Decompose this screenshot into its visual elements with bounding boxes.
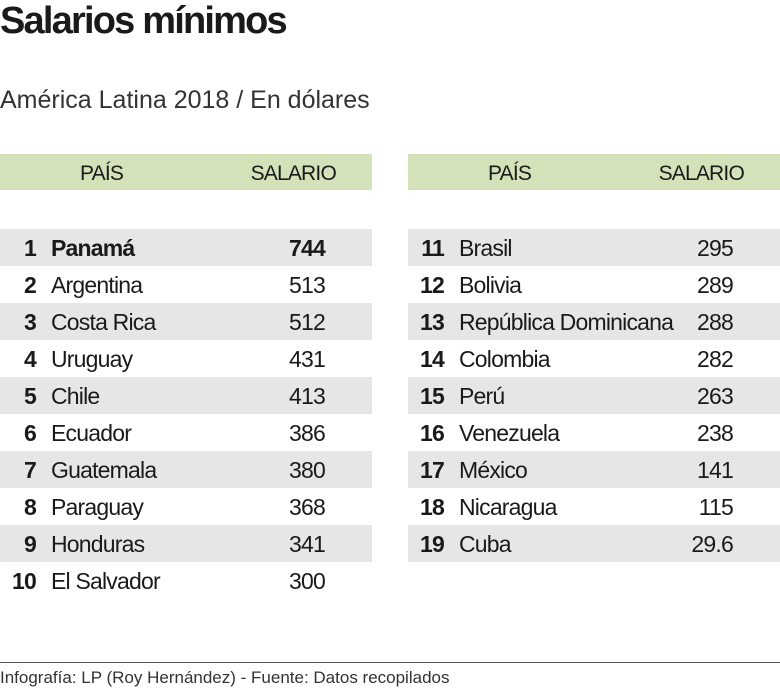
- table-row: 7 Guatemala 380: [0, 451, 372, 488]
- footer-credit: Infografía: LP (Roy Hernández) - Fuente:…: [0, 668, 450, 687]
- cell-rank: 11: [421, 235, 445, 261]
- cell-rank: 14: [420, 346, 445, 372]
- table-row: 12 Bolivia 289: [408, 266, 780, 303]
- table-row: 18 Nicaragua 115: [408, 488, 780, 525]
- cell-rank: 4: [24, 346, 37, 372]
- cell-salary: 115: [698, 494, 734, 520]
- cell-salary: 386: [289, 420, 326, 446]
- footer-divider: [0, 662, 780, 663]
- cell-country: República Dominicana: [459, 309, 674, 335]
- cell-rank: 17: [420, 457, 445, 483]
- table-body: 11 Brasil 295 12 Bolivia 289 13 República Domin…: [408, 229, 780, 562]
- cell-rank: 5: [24, 383, 37, 409]
- table-body: 1 Panamá 744 2 Argentina 513 3 Costa Rica 512 4 Ur…: [0, 229, 372, 599]
- cell-country: Chile: [51, 383, 100, 409]
- table-row: 4 Uruguay 431: [0, 340, 372, 377]
- header-salary: SALARIO: [250, 162, 337, 185]
- cell-rank: 7: [24, 457, 37, 483]
- cell-salary: 288: [697, 309, 734, 335]
- table-row: 17 México 141: [408, 451, 780, 488]
- cell-country: Honduras: [51, 531, 145, 557]
- cell-country: Uruguay: [51, 346, 133, 372]
- cell-rank: 6: [24, 420, 37, 446]
- cell-country: Panamá: [51, 235, 135, 261]
- cell-salary: 289: [697, 272, 734, 298]
- cell-salary: 300: [289, 568, 326, 594]
- cell-salary: 512: [289, 309, 326, 335]
- cell-country: Costa Rica: [51, 309, 156, 335]
- cell-country: El Salvador: [51, 568, 161, 594]
- table-row: 8 Paraguay 368: [0, 488, 372, 525]
- cell-salary: 380: [289, 457, 326, 483]
- cell-country: México: [459, 457, 528, 483]
- cell-country: Perú: [459, 383, 505, 409]
- cell-rank: 18: [420, 494, 445, 520]
- cell-salary: 238: [697, 420, 734, 446]
- table-row: 10 El Salvador 300: [0, 562, 372, 599]
- cell-rank: 8: [24, 494, 37, 520]
- table-row: 5 Chile 413: [0, 377, 372, 414]
- cell-country: Colombia: [459, 346, 551, 372]
- table-row: 14 Colombia 282: [408, 340, 780, 377]
- table-header: PAÍS SALARIO: [0, 154, 372, 190]
- cell-country: Venezuela: [459, 420, 560, 446]
- header-salary: SALARIO: [658, 162, 745, 185]
- cell-country: Guatemala: [51, 457, 157, 483]
- table-row: 15 Perú 263: [408, 377, 780, 414]
- cell-rank: 1: [24, 235, 37, 261]
- subtitle: América Latina 2018 / En dólares: [0, 86, 370, 114]
- table-left: PAÍS SALARIO 1 Panamá 744 2 Argentina 513 3 Cos…: [0, 154, 372, 599]
- table-right: PAÍS SALARIO 11 Brasil 295 12 Bolivia 289 13 Re…: [408, 154, 780, 562]
- page-title: Salarios mínimos: [0, 0, 288, 42]
- cell-rank: 15: [420, 383, 445, 409]
- table-row: 16 Venezuela 238: [408, 414, 780, 451]
- cell-country: Brasil: [459, 235, 513, 261]
- table-row: 3 Costa Rica 512: [0, 303, 372, 340]
- header-country: PAÍS: [80, 162, 124, 185]
- table-row: 11 Brasil 295: [408, 229, 780, 266]
- cell-salary: 431: [289, 346, 326, 372]
- cell-salary: 341: [289, 531, 326, 557]
- cell-rank: 2: [24, 272, 37, 298]
- header-country: PAÍS: [488, 162, 532, 185]
- cell-rank: 13: [420, 309, 445, 335]
- cell-rank: 3: [24, 309, 37, 335]
- cell-salary: 744: [289, 235, 326, 261]
- cell-salary: 263: [697, 383, 734, 409]
- table-row: 19 Cuba 29.6: [408, 525, 780, 562]
- cell-salary: 295: [697, 235, 734, 261]
- table-row: 6 Ecuador 386: [0, 414, 372, 451]
- cell-country: Bolivia: [459, 272, 522, 298]
- cell-rank: 16: [420, 420, 445, 446]
- cell-salary: 282: [697, 346, 734, 372]
- cell-rank: 12: [420, 272, 445, 298]
- table-header: PAÍS SALARIO: [408, 154, 780, 190]
- cell-salary: 413: [289, 383, 326, 409]
- cell-country: Argentina: [51, 272, 143, 298]
- cell-rank: 9: [24, 531, 37, 557]
- table-row: 1 Panamá 744: [0, 229, 372, 266]
- cell-country: Ecuador: [51, 420, 132, 446]
- cell-salary: 141: [697, 457, 734, 483]
- cell-salary: 368: [289, 494, 326, 520]
- cell-rank: 10: [12, 568, 37, 594]
- table-row: 13 República Dominicana 288: [408, 303, 780, 340]
- table-row: 2 Argentina 513: [0, 266, 372, 303]
- cell-country: Paraguay: [51, 494, 144, 520]
- cell-country: Cuba: [459, 531, 512, 557]
- table-row: 9 Honduras 341: [0, 525, 372, 562]
- cell-rank: 19: [420, 531, 445, 557]
- cell-salary: 513: [289, 272, 326, 298]
- cell-country: Nicaragua: [459, 494, 557, 520]
- cell-salary: 29.6: [691, 531, 733, 557]
